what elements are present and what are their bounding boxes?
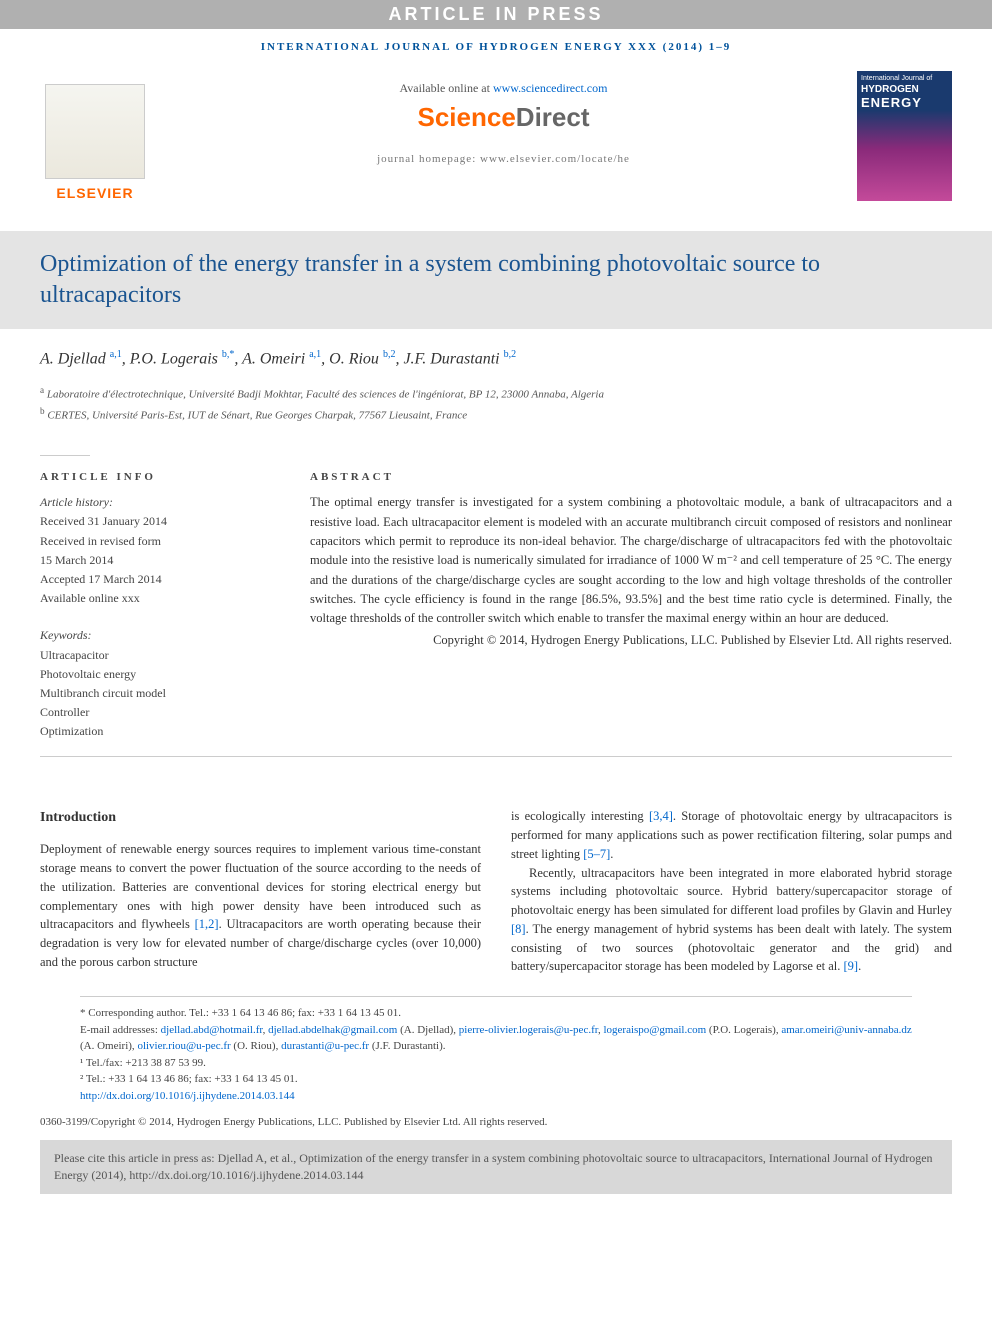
tel-footnote-1: ¹ Tel./fax: +213 38 87 53 99. (80, 1055, 912, 1072)
keyword: Multibranch circuit model (40, 684, 270, 703)
revised-date: Received in revised form (40, 532, 270, 551)
divider (40, 756, 952, 757)
keyword: Photovoltaic energy (40, 665, 270, 684)
email-link[interactable]: durastanti@u-pec.fr (281, 1040, 369, 1052)
issn-copyright: 0360-3199/Copyright © 2014, Hydrogen Ene… (0, 1114, 992, 1140)
citation-link[interactable]: [3,4] (649, 809, 673, 823)
journal-citation-header: INTERNATIONAL JOURNAL OF HYDROGEN ENERGY… (0, 29, 992, 61)
email-link[interactable]: pierre-olivier.logerais@u-pec.fr (459, 1024, 598, 1036)
citation-box: Please cite this article in press as: Dj… (40, 1140, 952, 1194)
corresponding-author: * Corresponding author. Tel.: +33 1 64 1… (80, 1005, 912, 1022)
body-paragraph: Deployment of renewable energy sources r… (40, 840, 481, 971)
doi-link[interactable]: http://dx.doi.org/10.1016/j.ijhydene.201… (80, 1090, 295, 1102)
citation-link[interactable]: [1,2] (195, 917, 219, 931)
elsevier-wordmark: ELSEVIER (56, 185, 133, 201)
revised-date-2: 15 March 2014 (40, 551, 270, 570)
keyword: Controller (40, 703, 270, 722)
publisher-header: ELSEVIER Available online at www.science… (0, 61, 992, 216)
available-online-text: Available online at www.sciencedirect.co… (170, 81, 837, 96)
sciencedirect-logo: ScienceDirect (170, 102, 837, 133)
accepted-date: Accepted 17 March 2014 (40, 570, 270, 589)
authors-list: A. Djellad a,1, P.O. Logerais b,*, A. Om… (40, 349, 952, 368)
citation-link[interactable]: [9] (844, 959, 859, 973)
sciencedirect-link[interactable]: www.sciencedirect.com (493, 81, 608, 95)
available-online: Available online xxx (40, 589, 270, 608)
email-link[interactable]: amar.omeiri@univ-annaba.dz (781, 1024, 911, 1036)
article-info-column: ARTICLE INFO Article history: Received 3… (40, 471, 270, 741)
abstract-text: The optimal energy transfer is investiga… (310, 493, 952, 629)
email-addresses: E-mail addresses: djellad.abd@hotmail.fr… (80, 1022, 912, 1055)
email-link[interactable]: djellad.abd@hotmail.fr (161, 1024, 263, 1036)
abstract-heading: ABSTRACT (310, 471, 952, 483)
abstract-column: ABSTRACT The optimal energy transfer is … (310, 471, 952, 741)
footnotes: * Corresponding author. Tel.: +33 1 64 1… (80, 996, 912, 1114)
journal-cover-thumbnail: International Journal of HYDROGEN ENERGY (857, 71, 952, 201)
citation-link[interactable]: [8] (511, 922, 526, 936)
article-in-press-banner: ARTICLE IN PRESS (0, 0, 992, 29)
body-paragraph: is ecologically interesting [3,4]. Stora… (511, 807, 952, 863)
email-link[interactable]: djellad.abdelhak@gmail.com (268, 1024, 397, 1036)
article-info-heading: ARTICLE INFO (40, 471, 270, 483)
citation-link[interactable]: [5–7] (583, 847, 610, 861)
history-label: Article history: (40, 493, 270, 512)
title-bar: Optimization of the energy transfer in a… (0, 231, 992, 329)
tel-footnote-2: ² Tel.: +33 1 64 13 46 86; fax: +33 1 64… (80, 1071, 912, 1088)
article-title: Optimization of the energy transfer in a… (40, 249, 952, 311)
email-link[interactable]: logeraispo@gmail.com (603, 1024, 706, 1036)
elsevier-logo: ELSEVIER (40, 71, 150, 201)
copyright-text: Copyright © 2014, Hydrogen Energy Public… (310, 633, 952, 648)
email-link[interactable]: olivier.riou@u-pec.fr (137, 1040, 230, 1052)
elsevier-tree-icon (45, 84, 145, 179)
keywords-label: Keywords: (40, 626, 270, 645)
keyword: Ultracapacitor (40, 646, 270, 665)
received-date: Received 31 January 2014 (40, 512, 270, 531)
keyword: Optimization (40, 722, 270, 741)
journal-homepage-text: journal homepage: www.elsevier.com/locat… (170, 153, 837, 165)
affiliations: a Laboratoire d'électrotechnique, Univer… (40, 383, 952, 426)
introduction-heading: Introduction (40, 807, 481, 828)
body-paragraph: Recently, ultracapacitors have been inte… (511, 864, 952, 977)
body-content: Introduction Deployment of renewable ene… (0, 777, 992, 986)
